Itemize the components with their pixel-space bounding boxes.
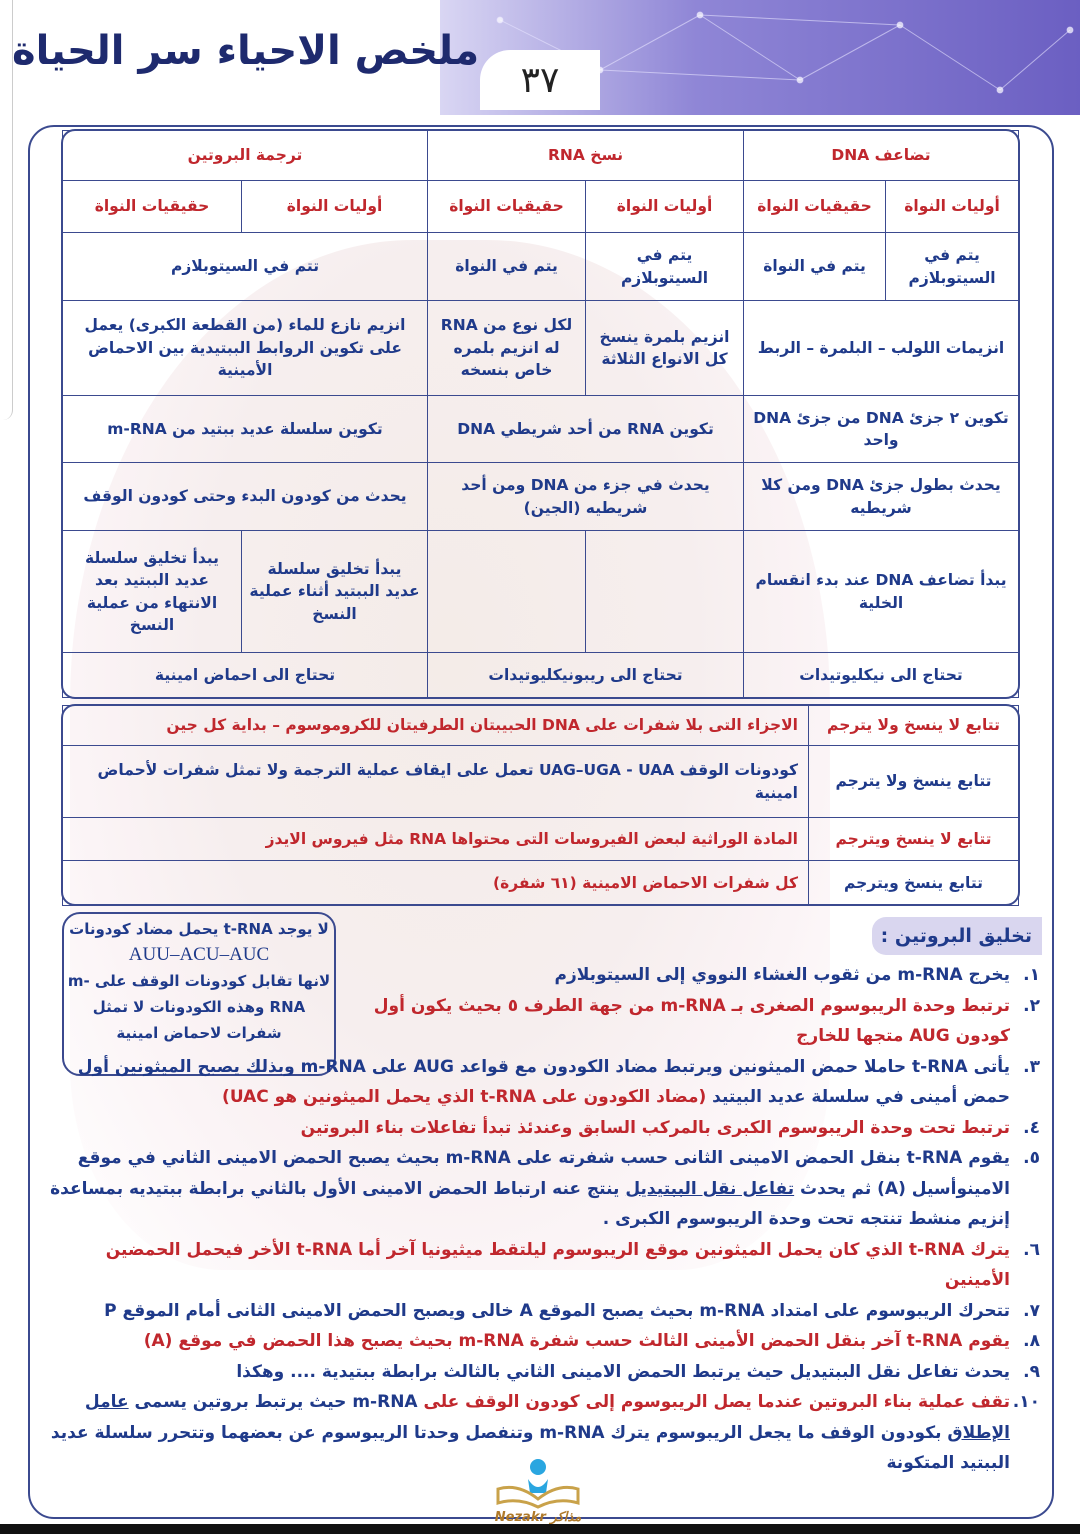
item-text: ترتبط تحت وحدة الريبوسوم الكبرى بالمركب …	[300, 1117, 1010, 1138]
item-number: ٦.	[1023, 1239, 1040, 1260]
cell-location: يتم في النواة	[426, 232, 587, 301]
comparison-table: تضاعف DNA نسخ RNA ترجمة البروتين أوليات …	[62, 130, 1020, 698]
item-number: ٩.	[1023, 1361, 1040, 1382]
item-text: بكودون الوقف ما يجعل الريبوسوم يترك m-RN…	[50, 1422, 1010, 1474]
item-text: (مضاد الكودون على t-RNA الذي يحمل الميثو…	[222, 1087, 713, 1107]
item-text: ينتج عنه ارتباط الحمض الامينى الأول بالث…	[50, 1178, 1010, 1230]
list-item: ٦. يترك t-RNA الذي كان يحمل الميثونين موق…	[50, 1235, 1040, 1296]
cell-extent: يحدث من كودون البدء وحتى كودون الوقف	[62, 462, 428, 531]
content-frame	[28, 125, 1054, 1519]
item-text: تقف عملية بناء البروتين عندما يصل الريبو…	[417, 1392, 1010, 1412]
cell-location: يتم في السيتوبلازم	[585, 232, 745, 301]
item-text: تفاعل نقل الببتيديل	[625, 1178, 795, 1199]
list-item: ٥. يقوم t-RNA بنقل الحمض الامينى الثانى ح…	[50, 1143, 1040, 1235]
item-text: تتحرك الريبوسوم على امتداد m-RNA بحيث يص…	[104, 1300, 1010, 1321]
cell-location: يتم في النواة	[743, 232, 887, 301]
page-edge	[0, 0, 13, 420]
item-number: ٧.	[1023, 1300, 1040, 1321]
item-number: ٨.	[1023, 1331, 1040, 1351]
cell-location: يتم في السيتوبلازم	[885, 232, 1020, 301]
list-item: ٧. تتحرك الريبوسوم على امتداد m-RNA بحيث …	[50, 1296, 1040, 1327]
cell-needs: تحتاج الى ريبونيكليوتيدات	[426, 652, 745, 698]
book-logo-icon	[496, 1459, 580, 1509]
item-text: يحدث تفاعل نقل الببتيديل حيث يرتبط الحمض…	[236, 1361, 1010, 1382]
list-item: ٣. يأتى t-RNA حاملا حمض الميثونين ويرتبط …	[50, 1052, 1040, 1113]
note-line: لانها تقابل كودونات الوقف على m-RNA وهذه…	[67, 972, 331, 1042]
cell-timing: يبدأ تخليق سلسلة عديد الببتيد بعد الانته…	[62, 530, 242, 653]
cell-location: تتم في السيتوبلازم	[62, 232, 428, 301]
sequence-desc: المادة الوراثية لبعض الفيروسات التى محتو…	[62, 817, 809, 861]
note-line: لا يوجد t-RNA يحمل مضاد كودونات	[69, 920, 329, 938]
item-text: m-RNA حيث يرتبط بروتين يسمى	[128, 1392, 418, 1412]
sequence-table: تتابع لا ينسخ ولا يترجم الاجزاء التى بلا…	[62, 705, 1019, 906]
network-pattern-icon	[496, 11, 1074, 94]
item-number: ١٠.	[1012, 1392, 1040, 1412]
list-item: ٩. يحدث تفاعل نقل الببتيديل حيث يرتبط الح…	[50, 1357, 1040, 1388]
item-number: ٤.	[1023, 1117, 1040, 1138]
item-text: يقوم t-RNA آخر بنقل الحمض الأمينى الثالث…	[143, 1331, 1010, 1351]
sequence-label: تتابع لا ينسخ ولا يترجم	[808, 705, 1019, 746]
list-item: ١. يخرج m-RNA من ثقوب الغشاء النووي إلى ا…	[50, 960, 1040, 991]
item-number: ٢.	[1023, 995, 1040, 1016]
item-number: ١.	[1023, 965, 1040, 985]
sequence-label: تتابع ينسخ ويترجم	[808, 860, 1019, 906]
cell-enzymes: انزيم بلمرة ينسخ كل الانواع الثلاثة	[585, 300, 745, 396]
item-text: يأتى t-RNA حاملا حمض الميثونين ويرتبط مض…	[77, 1056, 1010, 1108]
nezakr-logo: Nezakr مذاكر	[488, 1455, 588, 1525]
cell-needs: تحتاج الى احماض امينية	[62, 652, 428, 698]
sequence-label: تتابع لا ينسخ ويترجم	[808, 817, 1019, 861]
sequence-desc: الاجزاء التى بلا شفرات على DNA الحبيبتان…	[62, 705, 809, 746]
subheader-prokaryotes: أوليات النواة	[885, 180, 1020, 233]
item-number: ٥.	[1023, 1148, 1040, 1168]
cell-needs: تحتاج الى نيكليوتيدات	[743, 652, 1020, 698]
cell-extent: يحدث بطول جزئ DNA ومن كلا شريطيه	[743, 462, 1020, 531]
cell-product: تكوين سلسلة عديد ببتيد من m-RNA	[62, 395, 428, 463]
subheader-prokaryotes: أوليات النواة	[241, 180, 428, 233]
item-text: يخرج m-RNA من ثقوب الغشاء النووي إلى الس…	[554, 965, 1010, 985]
item-text: يترك t-RNA الذي كان يحمل الميثونين موقع …	[105, 1239, 1010, 1291]
subheader-eukaryotes: حقيقيات النواة	[62, 180, 242, 233]
subheader-prokaryotes: أوليات النواة	[585, 180, 745, 233]
note-box: لا يوجد t-RNA يحمل مضاد كودونات AUU–ACU–…	[62, 912, 336, 1076]
cell-timing-empty	[426, 530, 587, 653]
item-number: ٣.	[1023, 1056, 1040, 1077]
header-rna-transcription: نسخ RNA	[426, 130, 745, 181]
cell-extent: يحدث في جزء من DNA ومن أحد شريطيه (الجين…	[426, 462, 745, 531]
subheader-eukaryotes: حقيقيات النواة	[426, 180, 587, 233]
list-item: ٤. ترتبط تحت وحدة الريبوسوم الكبرى بالمرك…	[50, 1113, 1040, 1144]
cell-timing: يبدأ تخليق سلسلة عديد الببتيد أثناء عملي…	[241, 530, 428, 653]
sequence-label: تتابع ينسخ ولا يترجم	[808, 745, 1019, 818]
list-item: ١٠. تقف عملية بناء البروتين عندما يصل الر…	[50, 1387, 1040, 1479]
sequence-desc: كل شفرات الاحماض الامينية (٦١ شفرة)	[62, 860, 809, 906]
item-text: يقوم t-RNA بنقل الحمض الامينى الثانى حسب…	[77, 1148, 1010, 1199]
page-number: ٣٧	[480, 50, 600, 110]
cell-product: تكوين ٢ جزئ DNA من جزئ DNA واحد	[743, 395, 1020, 463]
bottom-bar	[0, 1524, 1080, 1534]
cell-timing-empty	[585, 530, 745, 653]
sequence-desc: كودونات الوقف UAG–UGA - UAA تعمل على ايق…	[62, 745, 809, 818]
subheader-eukaryotes: حقيقيات النواة	[743, 180, 887, 233]
list-item: ٢. ترتبط وحدة الريبوسوم الصغرى بـ m-RNA م…	[50, 991, 1040, 1052]
steps-list: ١. يخرج m-RNA من ثقوب الغشاء النووي إلى ا…	[50, 960, 1040, 1479]
item-text: ترتبط وحدة الريبوسوم الصغرى بـ m-RNA من …	[373, 995, 1010, 1047]
section-heading: تخليق البروتين :	[872, 917, 1042, 955]
header-protein-translation: ترجمة البروتين	[62, 130, 428, 181]
list-item: ٨. يقوم t-RNA آخر بنقل الحمض الأمينى الثا…	[50, 1326, 1040, 1357]
cell-enzymes: انزيمات اللولب – البلمرة – الربط	[743, 300, 1020, 396]
cell-timing: يبدأ تضاعف DNA عند بدء انقسام الخلية	[743, 530, 1020, 653]
cell-enzymes: انزيم نازع للماء (من القطعة الكبرى) يعمل…	[62, 300, 428, 396]
cell-enzymes: لكل نوع من RNA له انزيم بلمره خاص بنسخه	[426, 300, 587, 396]
cell-product: تكوين RNA من أحد شريطي DNA	[426, 395, 745, 463]
item-text: عامل الإطلاق	[84, 1392, 1010, 1443]
header-dna-replication: تضاعف DNA	[743, 130, 1020, 181]
note-codons: AUU–ACU–AUC	[128, 944, 270, 965]
page-title: ملخص الاحياء سر الحياة	[12, 28, 480, 74]
